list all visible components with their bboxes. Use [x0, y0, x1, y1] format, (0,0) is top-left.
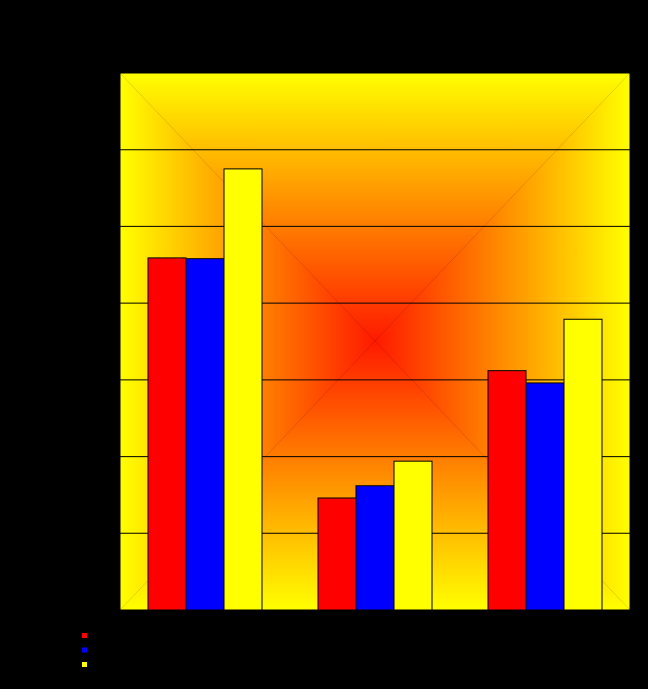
y-tick-label: 10 — [99, 525, 113, 539]
legend-marker — [82, 647, 87, 653]
bar — [147, 257, 187, 611]
y-tick-label: 0 — [105, 602, 112, 616]
bar — [223, 168, 263, 611]
y-tick-label: 50 — [99, 219, 113, 233]
bar — [487, 370, 527, 611]
bar — [355, 485, 395, 611]
bar — [525, 382, 565, 611]
y-tick-label: 40 — [99, 295, 113, 309]
y-tick-label: 30 — [99, 372, 113, 386]
legend-marker — [82, 662, 87, 667]
bar — [393, 460, 433, 611]
y-tick-label: 70 — [99, 65, 113, 79]
bar — [563, 318, 603, 611]
bar — [317, 497, 357, 611]
bar — [185, 258, 225, 611]
legend-marker — [82, 633, 87, 638]
y-tick-label: 20 — [99, 449, 113, 463]
y-tick-label: 60 — [99, 142, 113, 156]
